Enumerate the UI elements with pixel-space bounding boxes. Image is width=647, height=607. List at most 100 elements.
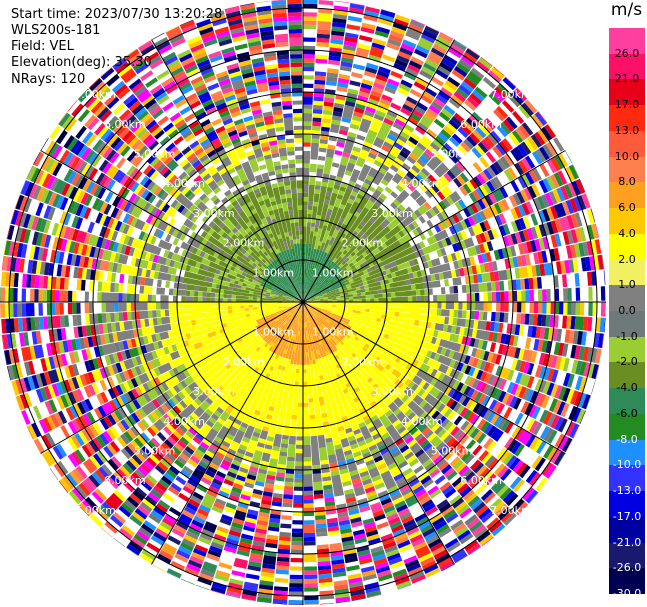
- ppi-gate-group: [67, 430, 113, 468]
- ppi-gate-group: [464, 199, 538, 239]
- ppi-gate-group: [242, 193, 275, 248]
- ppi-gate-group: [530, 350, 562, 370]
- ppi-gate-group: [142, 134, 154, 145]
- ppi-gate-group: [122, 370, 131, 381]
- ppi-gate-group: [564, 329, 605, 349]
- ppi-gate-group: [307, 286, 593, 302]
- ppi-gate-group: [265, 158, 289, 238]
- ppi-gate-group: [111, 230, 303, 302]
- ppi-gate-group: [52, 445, 64, 460]
- ppi-gate-group: [338, 123, 415, 242]
- ppi-gate-group: [26, 274, 32, 288]
- ppi-gate-group: [331, 18, 347, 37]
- ppi-gate-group: [515, 372, 587, 408]
- ppi-gate-group: [539, 366, 583, 391]
- ppi-gate-group: [177, 502, 199, 527]
- ppi-gate-group: [308, 308, 334, 338]
- range-ring-label: 7.00km: [490, 504, 532, 517]
- ppi-gate-group: [395, 536, 409, 545]
- ppi-gate-group: [303, 92, 314, 97]
- ppi-gate-group: [236, 51, 254, 79]
- ppi-gate-group: [133, 170, 143, 181]
- ppi-gate-group: [100, 237, 107, 249]
- ppi-gate-group: [332, 351, 468, 564]
- ppi-gate-group: [284, 444, 296, 487]
- ppi-gate-group: [118, 64, 214, 185]
- ppi-gate-group: [137, 186, 147, 197]
- ppi-gate-group: [261, 499, 272, 506]
- ppi-gate-group: [375, 18, 409, 83]
- ppi-gate-group: [303, 302, 478, 358]
- ppi-gate-group: [245, 573, 260, 580]
- ppi-gate-group: [357, 440, 397, 518]
- ppi-gate-group: [267, 363, 294, 473]
- ppi-gate-group: [225, 10, 243, 27]
- ppi-gate-group: [233, 474, 257, 522]
- ppi-gate-group: [273, 590, 288, 596]
- ppi-gate-group: [304, 103, 366, 298]
- ppi-gate-group: [461, 336, 546, 366]
- ppi-gate-group: [283, 180, 297, 240]
- ppi-gate-group: [318, 357, 351, 452]
- ppi-gate-group: [33, 340, 69, 359]
- ppi-gate-group: [177, 439, 187, 449]
- instrument-label: WLS200s-181: [11, 23, 101, 38]
- ppi-gate-group: [276, 50, 291, 81]
- ppi-gate-group: [118, 127, 178, 184]
- ppi-gate-group: [562, 387, 571, 402]
- ppi-gate-group: [322, 98, 379, 244]
- ppi-gate-group: [485, 151, 497, 163]
- ppi-gate-group: [141, 446, 152, 457]
- ppi-gate-group: [59, 225, 67, 238]
- ppi-gate-group: [203, 74, 237, 134]
- ppi-gate-group: [110, 272, 299, 302]
- ppi-gate-group: [11, 364, 19, 380]
- ppi-gate-group: [263, 115, 274, 122]
- ppi-gate-group: [75, 400, 118, 431]
- ppi-gate-group: [70, 339, 77, 351]
- ppi-gate-group: [39, 359, 96, 387]
- ppi-gate-group: [127, 390, 136, 401]
- ppi-gate-group: [195, 111, 207, 121]
- ppi-gate-group: [392, 568, 407, 578]
- ppi-gate-group: [188, 498, 200, 508]
- ppi-gate-group: [553, 247, 560, 261]
- ppi-gate-group: [312, 279, 316, 284]
- ppi-gate-group: [179, 158, 189, 168]
- ppi-gate-group: [185, 165, 261, 253]
- ppi-gate-group: [543, 327, 550, 340]
- ppi-gate-group: [458, 84, 472, 96]
- ppi-gate-group: [44, 384, 96, 415]
- ppi-gate-group: [443, 509, 457, 520]
- ppi-gate-group: [346, 105, 531, 265]
- ppi-gate-group: [196, 18, 211, 28]
- ppi-gate-group: [415, 488, 427, 498]
- ppi-gate-group: [88, 167, 99, 181]
- ppi-gate-group: [174, 512, 208, 563]
- ppi-gate-group: [363, 14, 378, 22]
- ppi-gate-group: [87, 117, 100, 131]
- ppi-gate-group: [4, 349, 12, 365]
- ppi-gate-group: [467, 216, 476, 227]
- ppi-gate-group: [441, 464, 492, 520]
- ppi-gate-group: [142, 116, 155, 128]
- ppi-gate-group: [73, 266, 92, 280]
- ppi-gate-group: [152, 480, 210, 572]
- ppi-gate-group: [42, 289, 299, 302]
- ppi-gate-group: [418, 123, 490, 192]
- ppi-gate-group: [560, 185, 570, 201]
- colorbar-segment: [609, 208, 645, 235]
- ppi-gate-group: [103, 131, 125, 152]
- ppi-gate-group: [524, 99, 538, 114]
- ppi-gate-group: [466, 411, 476, 423]
- ppi-gate-group: [310, 334, 324, 380]
- ppi-gate-group: [305, 305, 478, 504]
- ppi-gate-group: [127, 204, 303, 302]
- ppi-gate-group: [81, 428, 92, 442]
- ppi-gate-group: [145, 462, 196, 528]
- ppi-gate-group: [225, 163, 234, 172]
- ppi-gate-group: [498, 322, 542, 339]
- colorbar-segment: [609, 79, 645, 106]
- ppi-gate-group: [74, 174, 85, 188]
- ppi-gate-group: [389, 489, 401, 498]
